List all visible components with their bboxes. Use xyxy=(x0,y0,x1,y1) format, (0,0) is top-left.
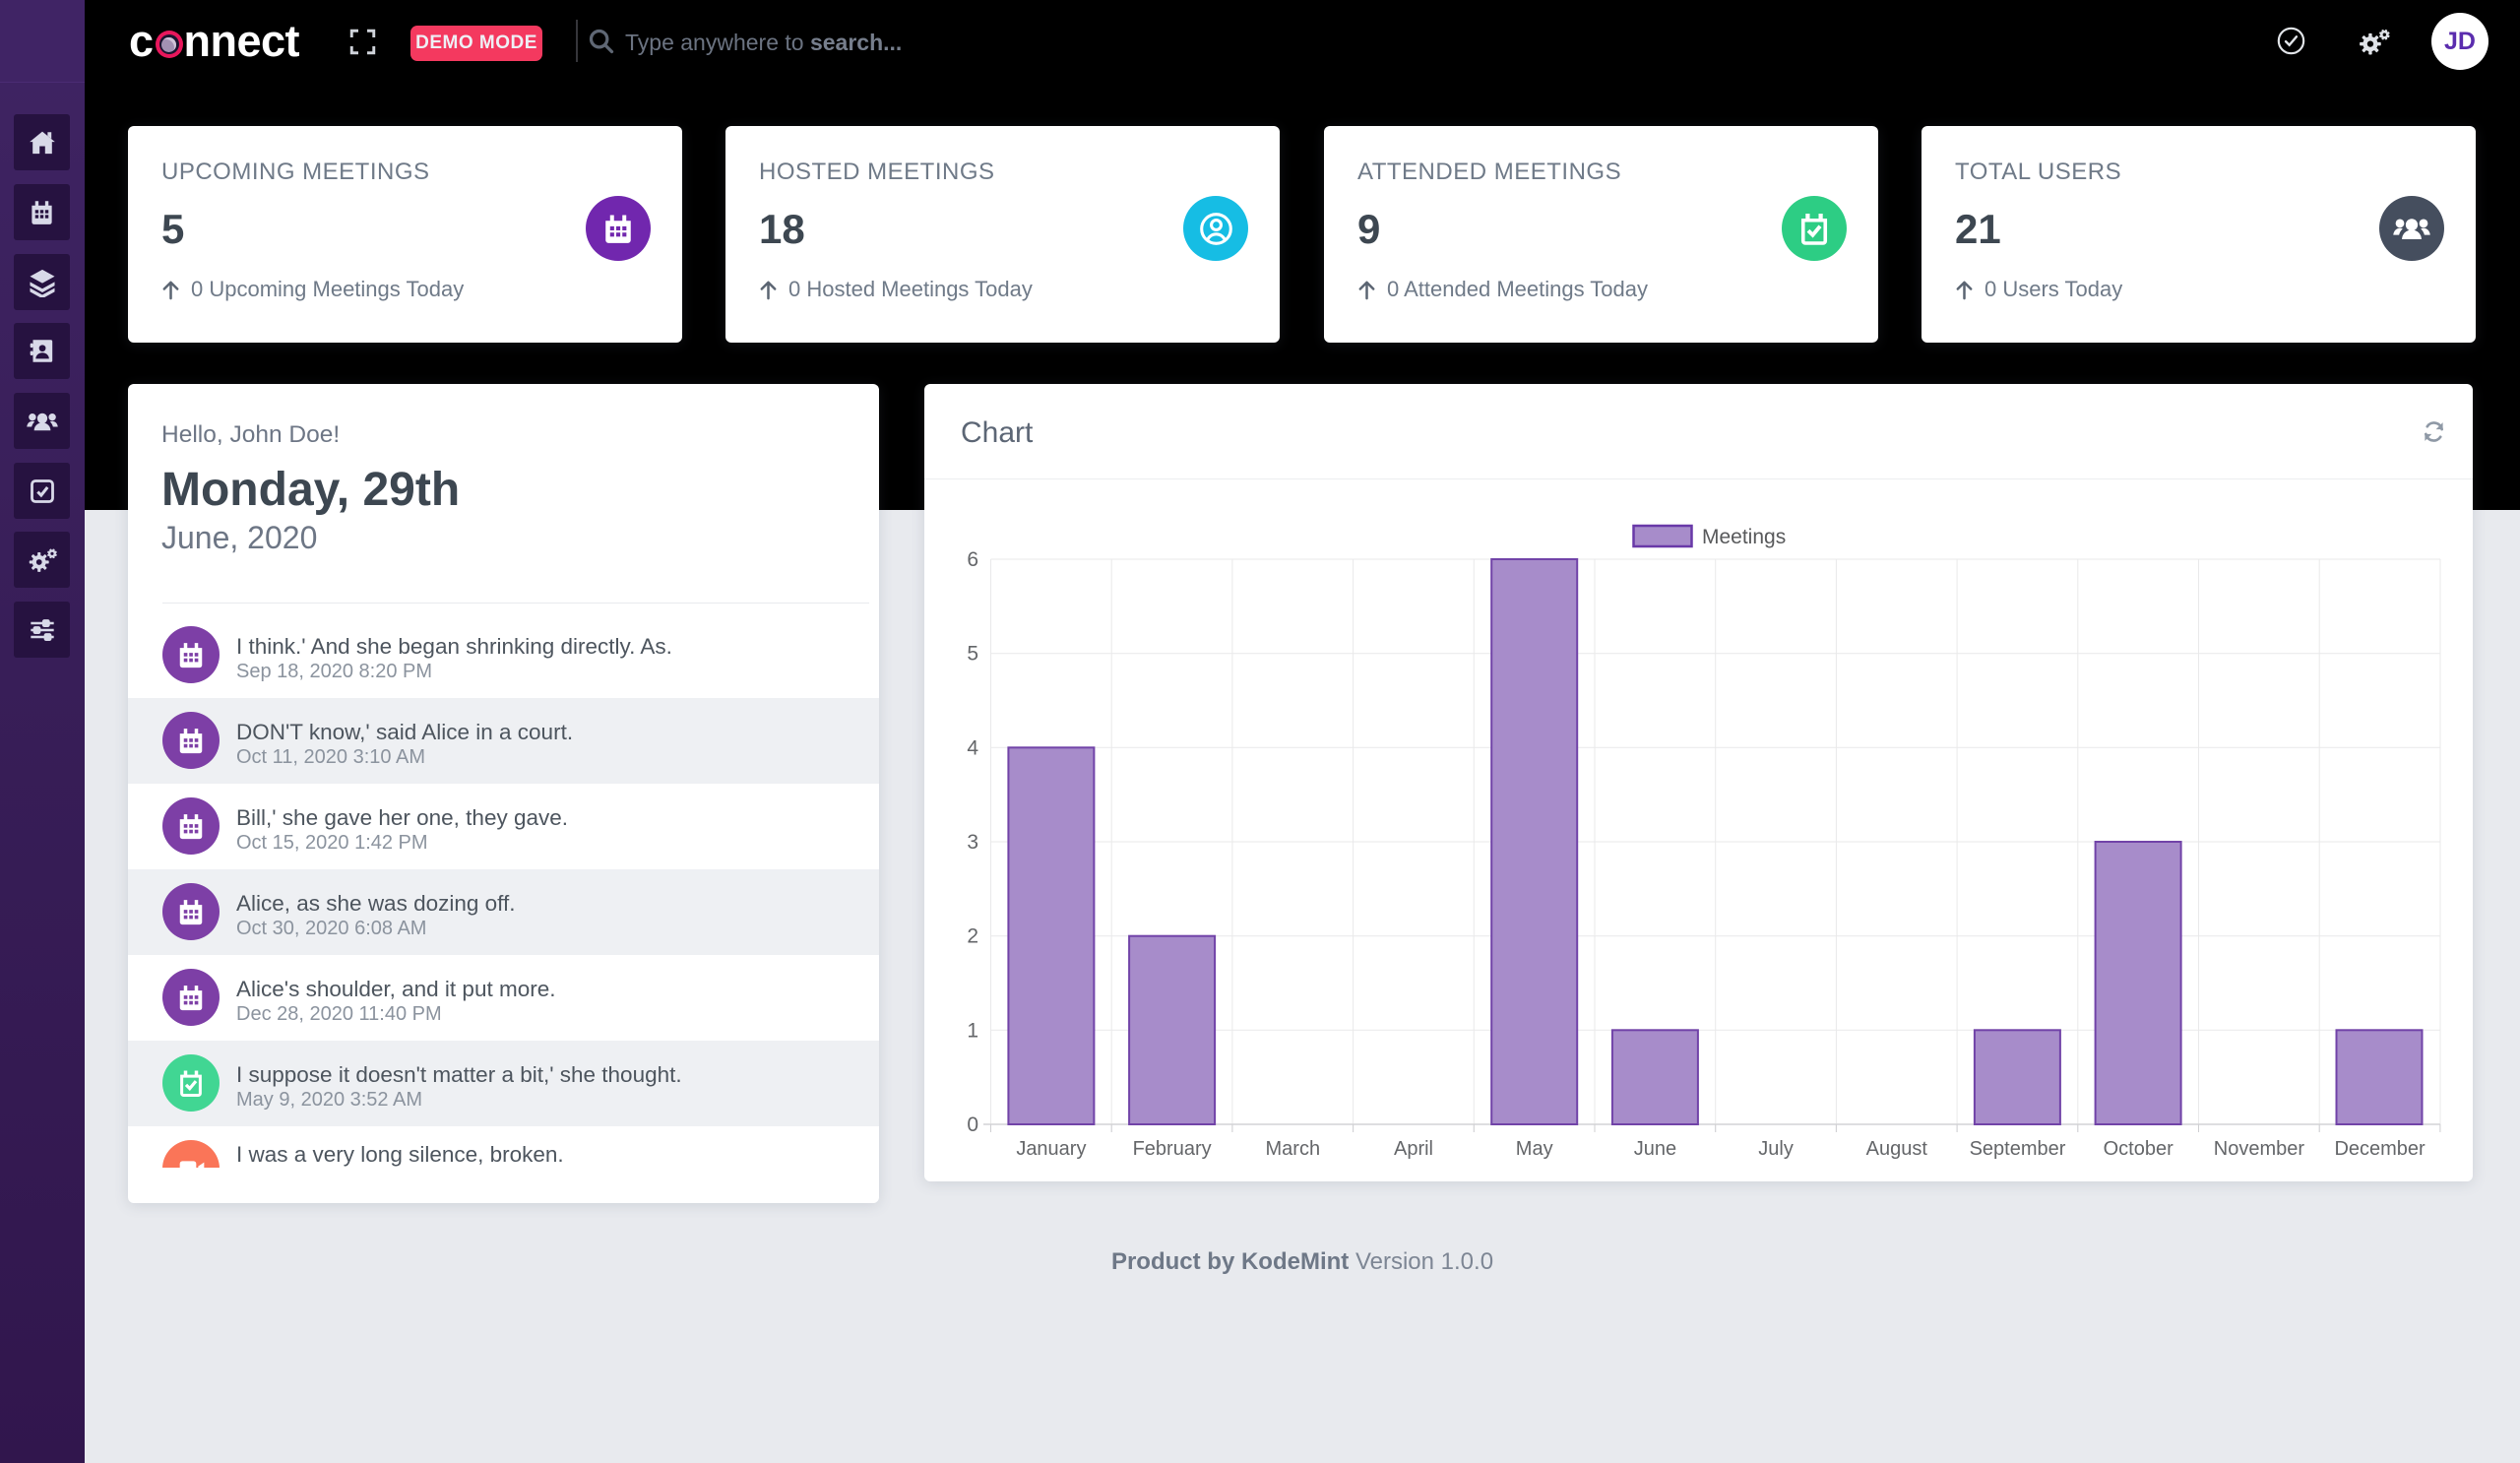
svg-text:4: 4 xyxy=(967,736,978,759)
svg-text:May: May xyxy=(1516,1138,1553,1160)
svg-text:1: 1 xyxy=(967,1019,978,1042)
svg-text:March: March xyxy=(1266,1138,1321,1160)
svg-text:Meetings: Meetings xyxy=(1702,526,1786,548)
svg-text:October: October xyxy=(2104,1138,2174,1160)
svg-text:0: 0 xyxy=(967,1113,978,1136)
svg-text:September: September xyxy=(1970,1138,2066,1160)
svg-text:August: August xyxy=(1866,1138,1928,1160)
svg-text:November: November xyxy=(2214,1138,2305,1160)
svg-text:July: July xyxy=(1758,1138,1794,1160)
svg-text:6: 6 xyxy=(967,548,978,571)
svg-text:June: June xyxy=(1634,1138,1676,1160)
svg-text:5: 5 xyxy=(967,643,978,666)
svg-text:February: February xyxy=(1133,1138,1212,1160)
svg-text:3: 3 xyxy=(967,831,978,854)
svg-text:January: January xyxy=(1016,1138,1086,1160)
svg-text:April: April xyxy=(1394,1138,1433,1160)
svg-text:December: December xyxy=(2334,1138,2426,1160)
svg-text:2: 2 xyxy=(967,925,978,948)
